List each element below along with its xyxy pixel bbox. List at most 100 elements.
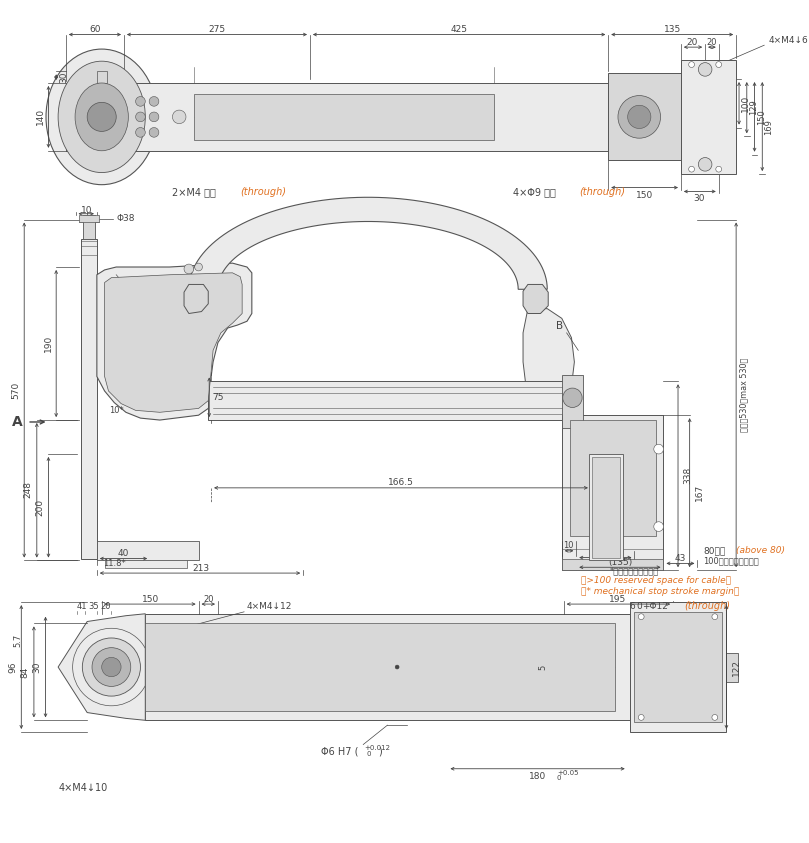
Circle shape	[83, 638, 141, 696]
Circle shape	[628, 105, 651, 128]
Circle shape	[195, 263, 202, 271]
Circle shape	[184, 264, 193, 274]
Text: 30: 30	[32, 661, 41, 673]
Polygon shape	[97, 263, 252, 420]
Polygon shape	[523, 309, 574, 408]
Bar	[193, 94, 494, 140]
Text: 20: 20	[707, 38, 717, 47]
Text: 100以上线缆预留空间: 100以上线缆预留空间	[703, 556, 759, 565]
Text: 20: 20	[687, 38, 698, 47]
Text: （* mechanical stop stroke margin）: （* mechanical stop stroke margin）	[581, 587, 739, 596]
Text: 213: 213	[192, 564, 209, 572]
Circle shape	[136, 97, 146, 106]
Text: 338: 338	[684, 467, 693, 484]
Ellipse shape	[46, 49, 158, 185]
Circle shape	[654, 444, 663, 454]
Text: 570: 570	[11, 381, 20, 399]
Text: 75: 75	[212, 394, 223, 402]
Text: 140: 140	[36, 108, 45, 126]
Circle shape	[688, 62, 694, 67]
Text: 11.8*: 11.8*	[103, 559, 125, 568]
Text: 190: 190	[44, 335, 53, 352]
Text: 169: 169	[765, 119, 773, 135]
Bar	[208, 381, 576, 420]
Circle shape	[654, 522, 663, 531]
Text: 166.5: 166.5	[388, 477, 414, 486]
Text: 20: 20	[203, 595, 214, 604]
Text: 150: 150	[142, 595, 159, 604]
Bar	[561, 374, 583, 427]
Text: 4×M4↓12: 4×M4↓12	[247, 603, 292, 611]
Text: 180: 180	[529, 772, 546, 781]
Text: 5.7: 5.7	[13, 633, 22, 647]
Text: 30: 30	[693, 194, 705, 202]
Text: +0.012: +0.012	[364, 745, 390, 751]
Text: 10: 10	[563, 541, 574, 550]
Bar	[97, 541, 198, 561]
Text: (through): (through)	[240, 187, 286, 197]
Text: 4×M4↓10: 4×M4↓10	[58, 783, 108, 793]
Text: 30: 30	[59, 72, 69, 83]
Text: 0: 0	[557, 776, 561, 781]
Text: 6: 6	[629, 602, 635, 610]
Bar	[608, 73, 681, 160]
Text: 248: 248	[23, 481, 32, 498]
Text: +0.05: +0.05	[557, 770, 578, 776]
Text: (through): (through)	[579, 187, 625, 197]
Text: 最大值530（max 530）: 最大值530（max 530）	[739, 357, 748, 432]
Bar	[97, 72, 107, 83]
Bar	[634, 612, 722, 722]
Text: 200: 200	[36, 499, 44, 516]
Circle shape	[618, 95, 661, 138]
Circle shape	[92, 647, 131, 686]
Bar	[592, 457, 620, 557]
Circle shape	[712, 715, 718, 720]
Bar	[79, 215, 99, 223]
Bar	[681, 60, 736, 174]
Text: Φ6 H7 (: Φ6 H7 (	[321, 746, 358, 756]
Bar	[561, 559, 663, 570]
Polygon shape	[184, 284, 208, 314]
Text: 135: 135	[663, 25, 681, 35]
Circle shape	[638, 715, 644, 720]
Text: A: A	[12, 415, 23, 429]
Bar	[104, 561, 187, 568]
Bar	[726, 652, 738, 682]
Text: 129: 129	[749, 99, 758, 115]
Circle shape	[149, 127, 159, 137]
Polygon shape	[104, 273, 242, 412]
Text: 425: 425	[451, 25, 468, 35]
Circle shape	[688, 166, 694, 172]
Text: *机械停止位冲程余量: *机械停止位冲程余量	[610, 566, 659, 576]
Text: 84: 84	[21, 666, 30, 678]
Text: 60: 60	[89, 25, 100, 35]
Bar	[570, 420, 656, 536]
Text: 167: 167	[695, 484, 704, 502]
Circle shape	[638, 614, 644, 620]
Text: 122: 122	[731, 658, 740, 675]
Circle shape	[698, 158, 712, 171]
Ellipse shape	[75, 83, 129, 151]
Text: 0: 0	[637, 602, 642, 610]
Circle shape	[87, 102, 116, 132]
Text: 150: 150	[636, 191, 653, 200]
Text: 100: 100	[741, 94, 750, 112]
Text: (through): (through)	[684, 601, 730, 611]
Bar	[83, 215, 95, 239]
Circle shape	[716, 166, 722, 172]
Text: 275: 275	[209, 25, 226, 35]
Text: 4×Φ9 贯穿: 4×Φ9 贯穿	[514, 187, 557, 197]
Circle shape	[136, 127, 146, 137]
Text: 5: 5	[538, 664, 547, 669]
Circle shape	[102, 658, 121, 677]
Text: Φ38: Φ38	[116, 214, 135, 223]
Text: 150: 150	[756, 109, 766, 125]
Text: 43: 43	[674, 554, 686, 563]
Text: 96: 96	[8, 661, 17, 673]
Circle shape	[698, 62, 712, 76]
Text: 40: 40	[117, 549, 129, 558]
Text: 4×M4↓6: 4×M4↓6	[768, 36, 808, 45]
Text: 60: 60	[599, 548, 611, 557]
Text: 10: 10	[80, 207, 92, 215]
Text: (above 80): (above 80)	[736, 546, 785, 556]
